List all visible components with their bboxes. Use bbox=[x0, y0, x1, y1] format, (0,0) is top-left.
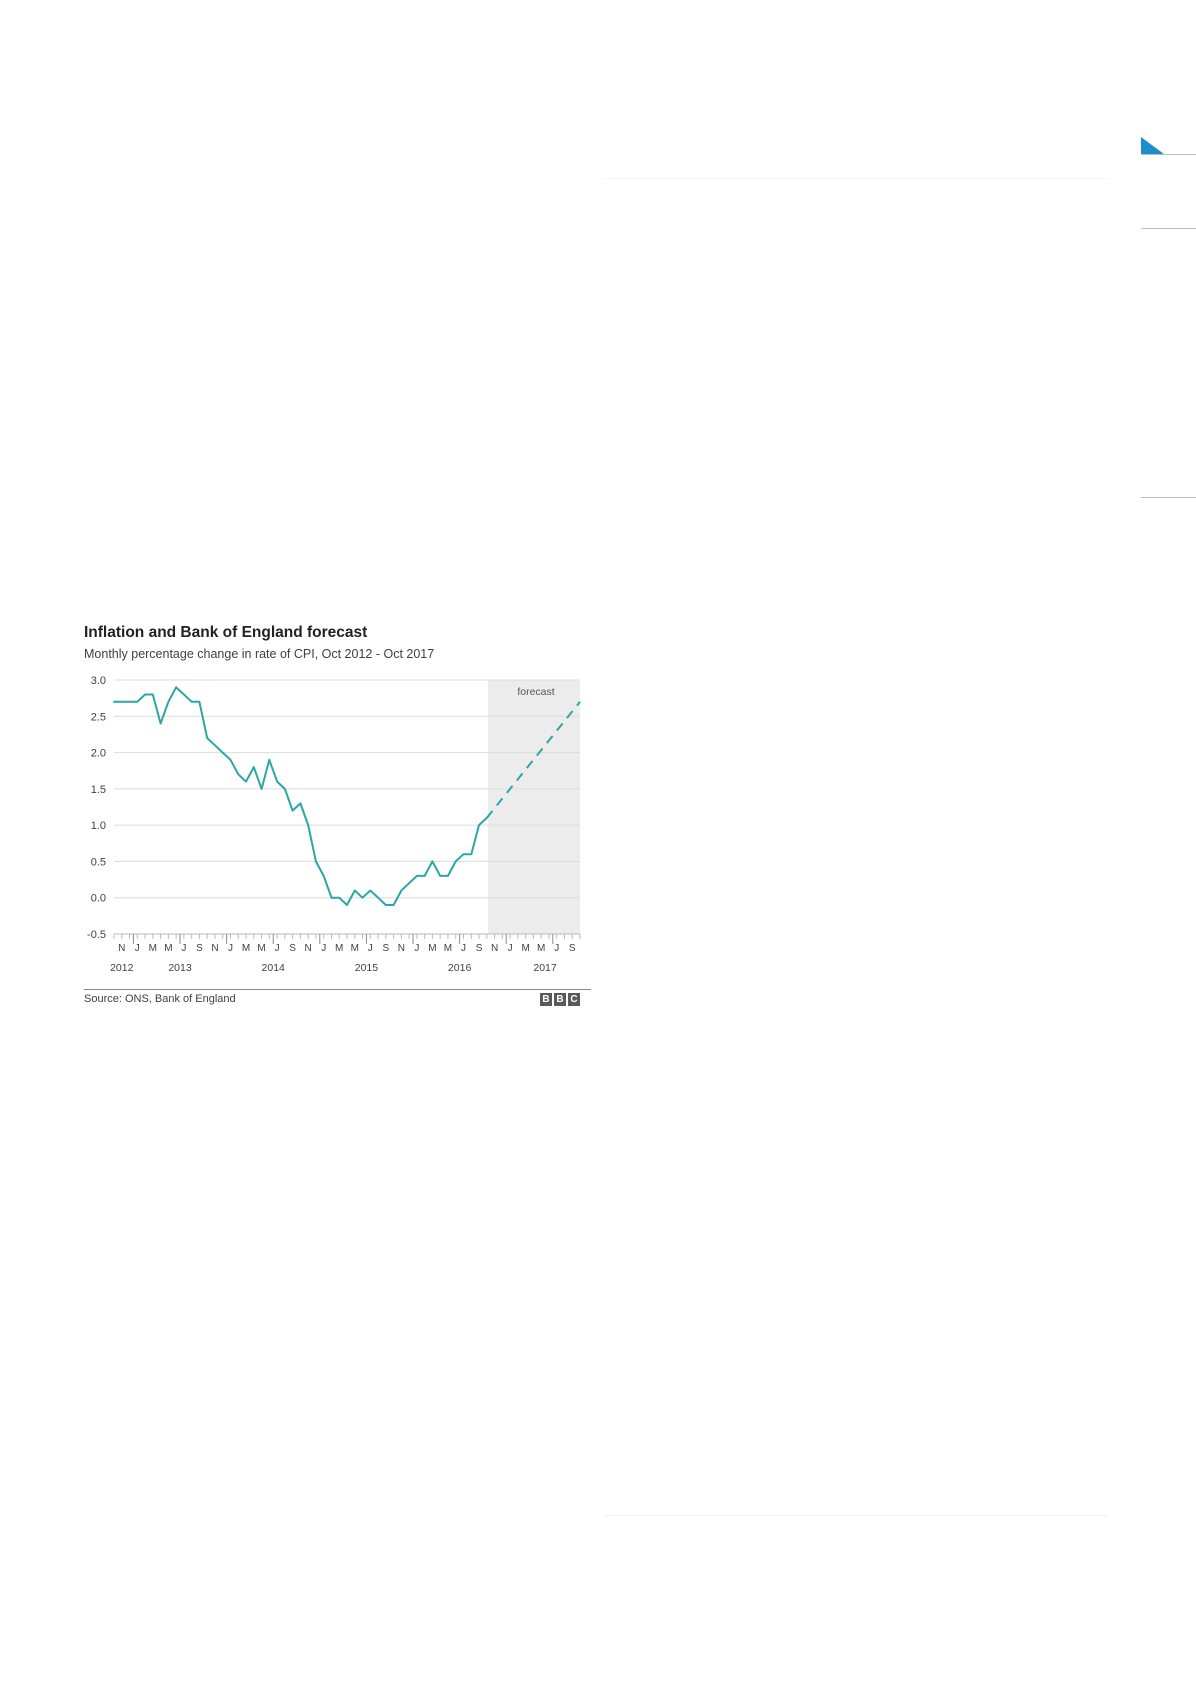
divider-line bbox=[1141, 228, 1196, 229]
x-tick-label: J bbox=[368, 943, 373, 954]
x-tick-label: J bbox=[508, 943, 513, 954]
x-tick-label: J bbox=[275, 943, 280, 954]
divider-line bbox=[604, 1515, 1109, 1516]
x-tick-label: J bbox=[461, 943, 466, 954]
x-tick-label: M bbox=[335, 943, 343, 954]
x-tick-label: M bbox=[351, 943, 359, 954]
bbc-logo: B B C bbox=[540, 993, 580, 1006]
x-tick-label: S bbox=[289, 943, 296, 954]
x-tick-label: J bbox=[554, 943, 559, 954]
y-axis-labels: 3.0 2.5 2.0 1.5 1.0 0.5 0.0 -0.5 bbox=[87, 675, 106, 941]
x-tick-label: N bbox=[491, 943, 498, 954]
x-tick-label: M bbox=[521, 943, 529, 954]
y-tick-label: 3.0 bbox=[91, 675, 106, 687]
x-tick-label: N bbox=[398, 943, 405, 954]
y-tick-label: -0.5 bbox=[87, 929, 106, 941]
y-tick-label: 0.0 bbox=[91, 893, 106, 905]
source-note: Source: ONS, Bank of England bbox=[84, 993, 236, 1005]
y-tick-label: 2.0 bbox=[91, 748, 106, 760]
year-label: 2016 bbox=[448, 962, 472, 974]
grid-lines bbox=[114, 679, 580, 935]
x-tick-label: M bbox=[149, 943, 157, 954]
year-labels: 2012 2013 2014 2015 2016 2017 bbox=[110, 962, 557, 974]
x-tick-label: N bbox=[118, 943, 125, 954]
divider-line bbox=[1141, 154, 1196, 155]
y-tick-label: 0.5 bbox=[91, 856, 106, 868]
footer-divider bbox=[84, 989, 591, 990]
x-tick-label: J bbox=[181, 943, 186, 954]
x-tick-label: M bbox=[164, 943, 172, 954]
divider-line bbox=[1141, 497, 1196, 498]
x-tick-label: M bbox=[428, 943, 436, 954]
x-tick-label: M bbox=[444, 943, 452, 954]
divider-line bbox=[604, 178, 1109, 179]
x-tick-label: S bbox=[476, 943, 483, 954]
year-label: 2014 bbox=[262, 962, 286, 974]
forecast-label: forecast bbox=[517, 686, 554, 698]
x-tick-label: M bbox=[537, 943, 545, 954]
year-label: 2012 bbox=[110, 962, 134, 974]
forecast-band bbox=[488, 680, 580, 934]
x-tick-label: S bbox=[569, 943, 576, 954]
x-tick-label: N bbox=[305, 943, 312, 954]
x-tick-label: S bbox=[382, 943, 389, 954]
y-tick-label: 2.5 bbox=[91, 711, 106, 723]
x-tick-label: J bbox=[321, 943, 326, 954]
x-tick-label: N bbox=[211, 943, 218, 954]
x-tick-label: J bbox=[228, 943, 233, 954]
logo-letter: B bbox=[554, 993, 566, 1006]
year-label: 2017 bbox=[533, 962, 557, 974]
x-tick-label: S bbox=[196, 943, 203, 954]
chart-subtitle: Monthly percentage change in rate of CPI… bbox=[84, 647, 435, 661]
x-tick-label: M bbox=[257, 943, 265, 954]
y-tick-label: 1.0 bbox=[91, 820, 106, 832]
y-tick-label: 1.5 bbox=[91, 784, 106, 796]
x-tick-label: J bbox=[135, 943, 140, 954]
logo-letter: B bbox=[540, 993, 552, 1006]
year-label: 2015 bbox=[355, 962, 379, 974]
cpi-line bbox=[113, 686, 488, 906]
chart-title: Inflation and Bank of England forecast bbox=[84, 624, 368, 641]
year-label: 2013 bbox=[168, 962, 192, 974]
x-tick-label: J bbox=[414, 943, 419, 954]
x-tick-label: M bbox=[242, 943, 250, 954]
forecast-line bbox=[486, 701, 581, 819]
logo-letter: C bbox=[568, 993, 580, 1006]
